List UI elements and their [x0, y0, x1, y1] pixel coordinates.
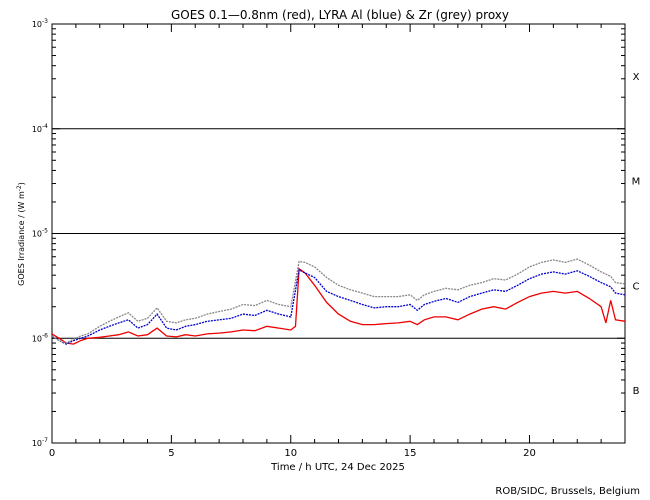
y-axis-ticks: 10-7 10-6 10-5 10-4 10-3: [32, 18, 625, 448]
y-tick-label: 10-7: [32, 437, 48, 448]
flare-class-labels: B C M X: [632, 72, 641, 397]
y-tick-label: 10-5: [32, 228, 48, 239]
series-line: [51, 268, 626, 345]
x-tick-label: 15: [404, 448, 417, 459]
series-line: [51, 258, 626, 344]
series-line: [51, 267, 626, 345]
y-axis-label: GOES Irradiance / (W m-2): [16, 182, 26, 286]
series-group: [51, 258, 626, 345]
y-tick-label: 10-6: [32, 332, 48, 343]
x-tick-label: 0: [49, 448, 55, 459]
flare-class-label: M: [632, 177, 641, 188]
x-tick-label: 10: [284, 448, 297, 459]
y-tick-label: 10-4: [32, 123, 48, 134]
credit-text: ROB/SIDC, Brussels, Belgium: [495, 486, 640, 497]
x-axis-ticks: 0 5 10 15 20: [49, 24, 626, 459]
x-axis-label: Time / h UTC, 24 Dec 2025: [270, 462, 405, 473]
x-tick-label: 20: [523, 448, 536, 459]
chart-title: GOES 0.1—0.8nm (red), LYRA Al (blue) & Z…: [171, 8, 509, 22]
x-tick-label: 5: [168, 448, 174, 459]
flare-class-label: B: [633, 386, 640, 397]
y-tick-label: 10-3: [32, 18, 48, 29]
flare-class-label: C: [633, 281, 640, 292]
flare-class-label: X: [633, 72, 640, 83]
flare-class-lines: [52, 128, 625, 339]
